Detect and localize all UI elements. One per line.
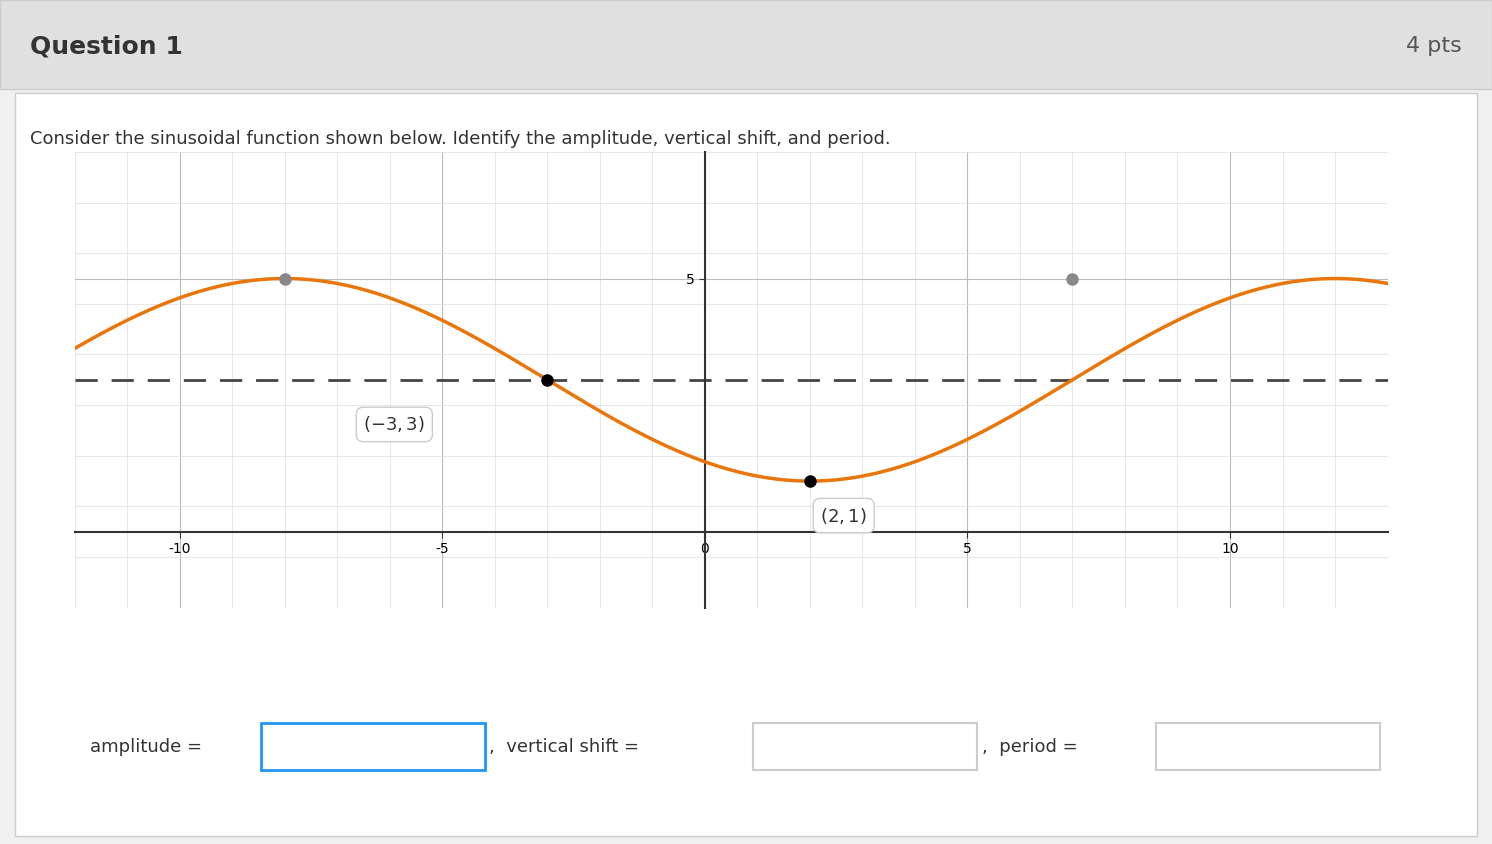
Text: amplitude =: amplitude = (90, 738, 201, 756)
Text: $(2, 1)$: $(2, 1)$ (821, 506, 867, 526)
Text: $(-3, 3)$: $(-3, 3)$ (364, 414, 425, 435)
FancyBboxPatch shape (0, 0, 1492, 89)
FancyBboxPatch shape (261, 723, 485, 770)
Text: ,  vertical shift =: , vertical shift = (489, 738, 640, 756)
FancyBboxPatch shape (1156, 723, 1380, 770)
Text: Consider the sinusoidal function shown below. Identify the amplitude, vertical s: Consider the sinusoidal function shown b… (30, 130, 891, 149)
Text: Question 1: Question 1 (30, 35, 182, 58)
Text: 4 pts: 4 pts (1407, 36, 1462, 57)
FancyBboxPatch shape (753, 723, 977, 770)
Text: ,  period =: , period = (982, 738, 1077, 756)
FancyBboxPatch shape (15, 93, 1477, 836)
